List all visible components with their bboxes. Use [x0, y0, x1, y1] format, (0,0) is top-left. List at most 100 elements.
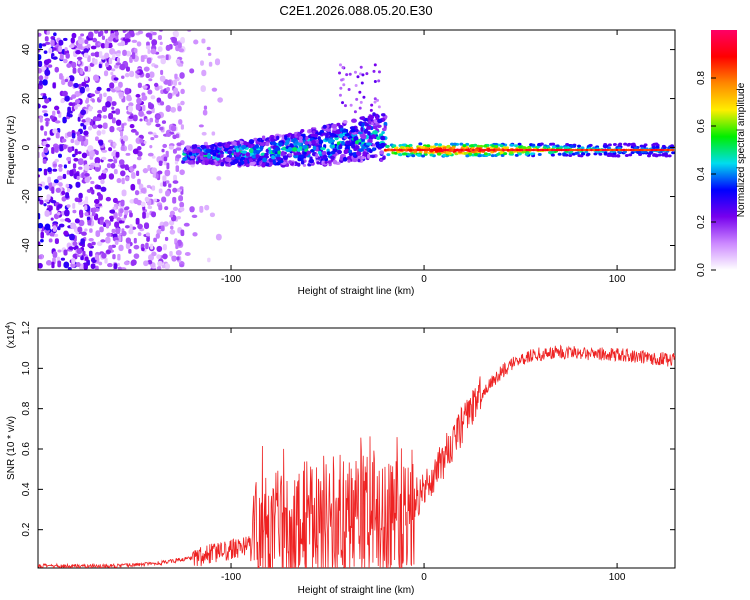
heatmap-cell — [119, 63, 126, 71]
heatmap-cell — [61, 190, 66, 196]
heatmap-cell — [143, 140, 147, 144]
heatmap-cell — [176, 216, 181, 220]
heatmap-cell — [39, 116, 43, 123]
heatmap-cell — [288, 153, 293, 157]
heatmap-cell — [149, 117, 154, 123]
heatmap-cell — [172, 187, 178, 193]
heatmap-cell — [56, 127, 61, 134]
heatmap-cell — [329, 132, 336, 137]
heatmap-cell — [159, 75, 166, 82]
heatmap-cell — [654, 148, 658, 152]
y-tick-label: 0.2 — [21, 522, 32, 536]
heatmap-cell — [451, 148, 455, 152]
heatmap-cell — [650, 148, 654, 152]
heatmap-cell — [71, 61, 77, 69]
heatmap-cell — [115, 119, 122, 126]
heatmap-cell — [135, 131, 139, 136]
heatmap-cell — [49, 232, 55, 237]
heatmap-cell — [55, 132, 60, 139]
heatmap-cell — [147, 48, 151, 55]
heatmap-cell — [409, 148, 413, 152]
heatmap-cell — [207, 154, 211, 159]
heatmap-cell — [214, 149, 220, 154]
heatmap-cell — [88, 106, 93, 112]
heatmap-cell — [57, 249, 62, 253]
heatmap-cell — [664, 154, 669, 158]
heatmap-cell — [627, 148, 631, 152]
heatmap-cell — [127, 105, 133, 113]
heatmap-cell — [137, 223, 143, 230]
heatmap-cell — [403, 152, 408, 156]
heatmap-cell — [113, 142, 117, 147]
heatmap-cell — [536, 148, 540, 152]
heatmap-cell — [157, 35, 162, 41]
heatmap-cell — [78, 192, 83, 199]
heatmap-cell — [115, 53, 121, 57]
heatmap-cell — [427, 148, 431, 152]
heatmap-cell — [248, 139, 255, 145]
y-tick-label: 20 — [21, 93, 32, 105]
heatmap-cell — [296, 147, 301, 152]
colorbar-tick-label: 0.6 — [696, 119, 707, 133]
heatmap-cell — [220, 161, 225, 167]
heatmap-cell — [51, 186, 55, 194]
heatmap-cell — [175, 58, 181, 64]
heatmap-cell — [325, 133, 329, 138]
heatmap-cell — [73, 253, 78, 260]
heatmap-cell — [360, 126, 364, 132]
heatmap-cell — [327, 160, 332, 164]
heatmap-cell — [647, 152, 652, 156]
heatmap-cell — [590, 148, 594, 152]
heatmap-cell — [610, 148, 614, 152]
heatmap-cell — [68, 75, 75, 82]
heatmap-cell — [153, 134, 159, 139]
heatmap-cell — [104, 30, 109, 34]
heatmap-cell — [91, 241, 96, 246]
heatmap-cell — [89, 150, 95, 158]
heatmap-cell — [179, 264, 185, 268]
heatmap-cell — [111, 106, 115, 110]
heatmap-cell — [462, 148, 466, 152]
heatmap-cell — [175, 165, 180, 173]
heatmap-cell — [189, 68, 195, 74]
heatmap-cell — [63, 249, 68, 256]
heatmap-cell — [125, 176, 130, 182]
heatmap-cell — [72, 209, 77, 214]
snr-panel: -100 0 100 0.2 0.4 0.6 0.8 1.0 1.2 Height of st… — [5, 321, 676, 596]
heatmap-cell — [173, 174, 177, 182]
heatmap-cell — [128, 248, 132, 254]
heatmap-cell — [332, 159, 338, 165]
heatmap-cell — [504, 148, 508, 152]
heatmap-cell — [329, 144, 333, 149]
heatmap-cell — [115, 227, 121, 235]
heatmap-cell — [126, 94, 132, 102]
heatmap-cell — [65, 52, 70, 59]
heatmap-cell — [161, 264, 166, 269]
heatmap-cell — [351, 157, 358, 163]
heatmap-cell — [112, 206, 117, 211]
heatmap-cell — [606, 148, 610, 152]
heatmap-cell — [149, 71, 155, 78]
heatmap-cell — [69, 233, 75, 241]
heatmap-cell — [212, 152, 217, 157]
heatmap-cell — [162, 175, 167, 182]
heatmap-cell — [386, 148, 390, 152]
heatmap-cell — [44, 69, 51, 76]
heatmap-cell — [362, 151, 367, 157]
heatmap-cell — [71, 132, 76, 139]
heatmap-cell — [495, 148, 499, 152]
heatmap-cell — [200, 85, 206, 93]
heatmap-cell — [127, 144, 133, 151]
heatmap-cell — [539, 142, 544, 146]
heatmap-cell — [80, 33, 85, 37]
heatmap-cell — [58, 182, 63, 187]
heatmap-cell — [643, 148, 647, 152]
heatmap-cell — [57, 204, 63, 209]
heatmap-cell — [117, 253, 121, 261]
heatmap-cell — [309, 149, 315, 153]
heatmap-cell — [47, 176, 51, 184]
heatmap-cell — [579, 154, 584, 158]
heatmap-cell — [306, 150, 312, 155]
heatmap-cell — [85, 196, 89, 202]
heatmap-cell — [116, 126, 123, 131]
